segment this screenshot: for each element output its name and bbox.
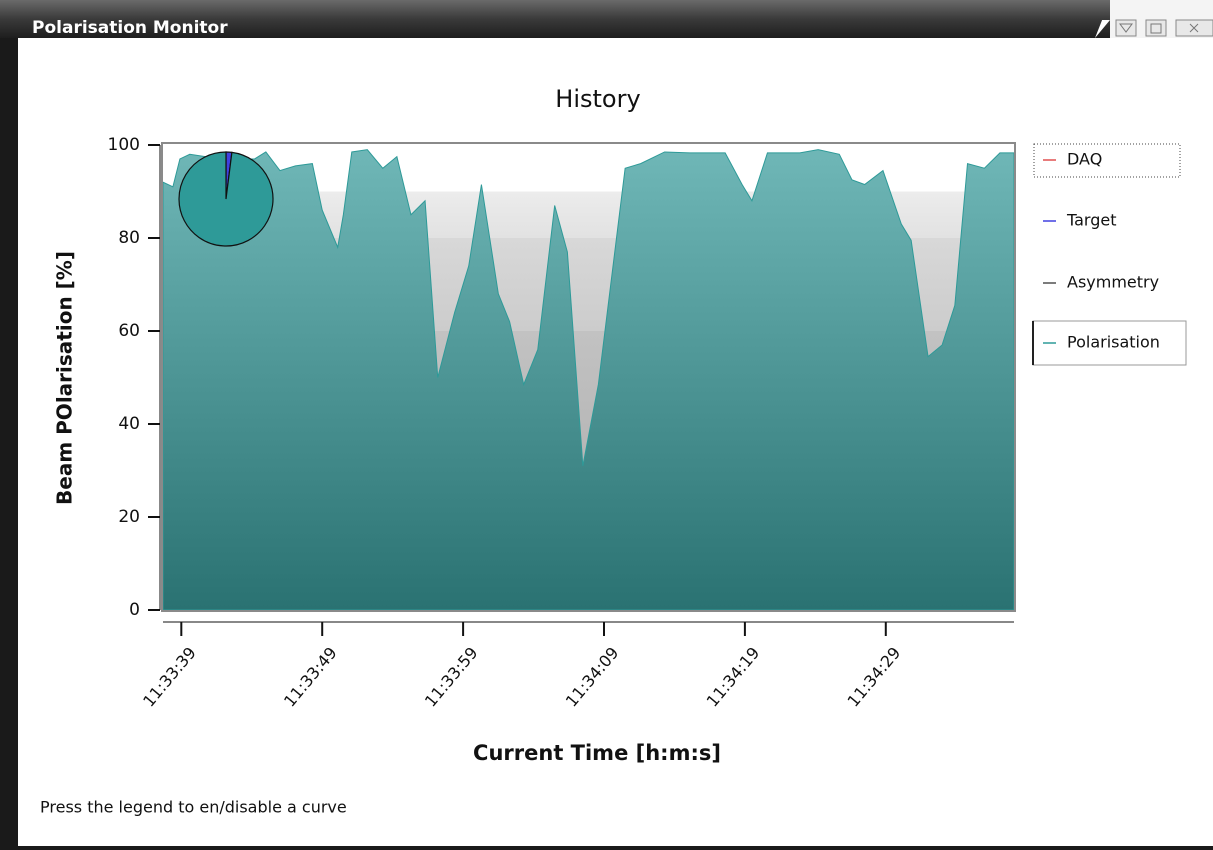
legend-item[interactable]: Asymmetry (1043, 273, 1159, 292)
y-tick-label: 0 (129, 600, 140, 620)
y-axis-label: Beam POlarisation [%] (53, 251, 77, 505)
plot (162, 149, 1015, 611)
legend-label: DAQ (1067, 150, 1102, 169)
maximize-button[interactable] (1145, 19, 1167, 37)
y-tick-label: 40 (118, 414, 140, 434)
legend-focus-box (1033, 143, 1181, 178)
legend-selected-box (1032, 320, 1187, 366)
window-bottom-border (0, 846, 1213, 850)
window-left-border (0, 0, 18, 850)
plot-frame (161, 142, 1016, 612)
window-title: Polarisation Monitor (32, 18, 228, 38)
minimize-icon (1119, 23, 1133, 33)
status-text: Press the legend to en/disable a curve (40, 798, 347, 817)
legend: DAQ Target Asymmetry Polarisation (1032, 143, 1187, 366)
y-tick-label: 20 (118, 507, 140, 527)
y-tick-label: 80 (118, 228, 140, 248)
maximize-icon (1150, 23, 1162, 34)
legend-label: Asymmetry (1067, 273, 1159, 292)
legend-label: Target (1066, 211, 1117, 230)
title-bar-tab (0, 0, 1110, 38)
y-tick-label: 60 (118, 321, 140, 341)
minimize-button[interactable] (1115, 19, 1137, 37)
y-tick-label: 100 (108, 135, 140, 155)
legend-item[interactable]: Polarisation (1032, 320, 1187, 366)
chart-title: History (555, 85, 640, 113)
legend-item[interactable]: Target (1043, 211, 1117, 230)
legend-label: Polarisation (1067, 333, 1160, 352)
pie-slice (178, 151, 274, 247)
legend-item[interactable]: DAQ (1033, 143, 1181, 178)
close-icon (1189, 23, 1199, 33)
area (162, 149, 1015, 611)
x-axis-label: Current Time [h:m:s] (473, 741, 721, 765)
